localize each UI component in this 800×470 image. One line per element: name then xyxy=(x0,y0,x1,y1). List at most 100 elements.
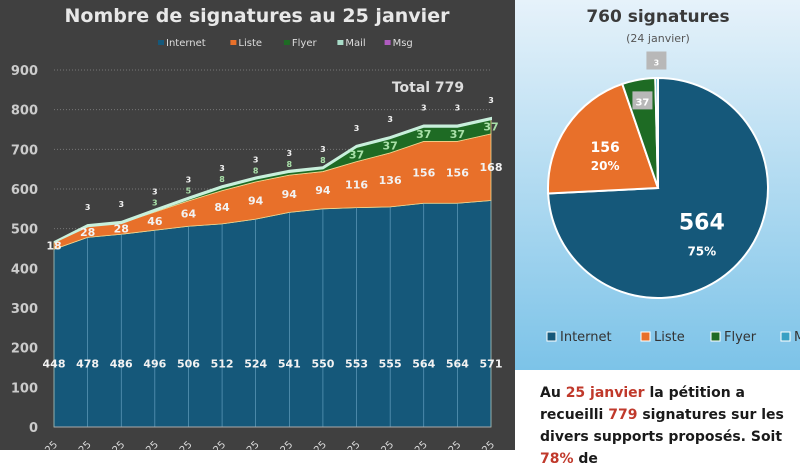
data-label: 64 xyxy=(181,208,197,221)
area-mail xyxy=(53,116,492,244)
data-label: 3 xyxy=(320,145,326,154)
x-tick-label: 025 xyxy=(207,439,228,450)
data-label: 3 xyxy=(219,164,225,173)
chart-title: Nombre de signatures au 25 janvier xyxy=(65,5,451,27)
data-label: 94 xyxy=(282,188,298,201)
note-date: 25 janvier xyxy=(565,385,645,401)
data-label: 8 xyxy=(320,156,326,165)
data-label: 553 xyxy=(345,358,368,371)
note-total: 779 xyxy=(608,407,638,423)
data-label: 28 xyxy=(80,226,95,239)
data-label: 3 xyxy=(186,176,192,185)
legend-label: Liste xyxy=(654,330,685,345)
x-tick-label: 025 xyxy=(274,439,295,450)
data-label: 46 xyxy=(147,215,163,228)
legend-swatch xyxy=(337,40,344,45)
pie-percent-label: 75% xyxy=(687,245,716,259)
data-label: 3 xyxy=(287,149,293,158)
y-tick-label: 700 xyxy=(11,143,38,158)
data-label: 3 xyxy=(118,200,124,209)
legend-label: Liste xyxy=(238,38,262,49)
data-label: 156 xyxy=(412,166,435,179)
pie-value-label: 156 xyxy=(591,140,620,156)
data-label: 37 xyxy=(416,128,431,141)
note-percent: 78% xyxy=(540,451,574,467)
pie-label-box xyxy=(632,91,653,110)
data-label: 3 xyxy=(455,104,461,113)
data-label: 541 xyxy=(278,358,301,371)
data-label: 512 xyxy=(211,358,234,371)
pie-label-box xyxy=(646,51,667,70)
x-tick-label: 025 xyxy=(308,439,329,450)
data-label: 94 xyxy=(315,184,331,197)
data-label: 3 xyxy=(387,115,393,124)
legend-swatch xyxy=(230,40,237,45)
x-tick-label: 025 xyxy=(341,439,362,450)
data-label: 37 xyxy=(382,140,397,153)
note-text: signatures sur les divers supports propo… xyxy=(540,407,784,445)
x-tick-label: 025 xyxy=(173,439,194,450)
data-label: 8 xyxy=(253,166,259,175)
pie-slice-liste xyxy=(547,82,660,195)
legend-swatch xyxy=(158,40,164,45)
total-annotation: Total 779 xyxy=(392,80,464,96)
legend-label: Mail xyxy=(345,38,365,49)
data-label: 3 xyxy=(152,199,158,208)
data-label: 116 xyxy=(345,179,368,192)
note-text: la pétition a recueilli xyxy=(540,385,745,423)
y-tick-label: 600 xyxy=(11,183,38,198)
note-text: de xyxy=(573,451,598,467)
legend-label: Msg xyxy=(393,38,413,49)
stacked-area-chart: Nombre de signatures au 25 janvier Intern… xyxy=(11,5,503,461)
data-label: 3 xyxy=(488,96,494,105)
data-label: 37 xyxy=(349,148,364,161)
pie-title: 760 signatures xyxy=(586,7,729,27)
area-chart-panel: Nombre de signatures au 25 janvier Intern… xyxy=(0,0,515,461)
data-label: 478 xyxy=(76,358,99,371)
y-tick-label: 300 xyxy=(11,302,38,317)
data-label: 564 xyxy=(446,358,469,371)
y-tick-label: 900 xyxy=(11,64,38,79)
data-label: 571 xyxy=(480,358,503,371)
pie-value-label: 564 xyxy=(679,211,725,236)
data-label: 94 xyxy=(248,195,264,208)
pie-chart-panel: 760 signatures (24 janvier) 564 75% 156 20% 37… xyxy=(515,0,800,370)
pie-subtitle: (24 janvier) xyxy=(626,32,690,45)
data-label: 564 xyxy=(412,358,435,371)
data-label: 37 xyxy=(450,128,465,141)
data-label: 84 xyxy=(214,201,230,214)
pie-value-label: 3 xyxy=(654,59,660,68)
pie-chart: 760 signatures (24 janvier) 564 75% 156 20% 37… xyxy=(546,7,800,345)
x-tick-label: 025 xyxy=(106,439,127,450)
x-tick-label: 025 xyxy=(39,439,60,450)
data-label: 156 xyxy=(446,166,469,179)
x-tick-label: 025 xyxy=(442,439,463,450)
data-label: 486 xyxy=(110,358,133,371)
data-label: 18 xyxy=(46,240,61,253)
data-label: 550 xyxy=(311,358,334,371)
legend-swatch xyxy=(780,331,791,342)
legend-label: Internet xyxy=(166,38,206,49)
legend-label: Flyer xyxy=(724,330,757,345)
legend-label: Mail xyxy=(794,330,800,345)
data-label: 28 xyxy=(114,223,129,236)
data-label: 448 xyxy=(43,358,66,371)
pie-value-label: 37 xyxy=(635,97,649,108)
pie-slice-mail xyxy=(654,76,659,189)
legend-swatch xyxy=(384,40,391,45)
y-tick-label: 200 xyxy=(11,342,38,357)
y-tick-label: 800 xyxy=(11,104,38,119)
legend-swatch xyxy=(640,331,651,342)
data-label: 496 xyxy=(143,358,166,371)
data-label: 524 xyxy=(244,358,267,371)
x-tick-label: 025 xyxy=(409,439,430,450)
legend-swatch xyxy=(710,331,721,342)
data-label: 3 xyxy=(253,155,259,164)
legend-label: Internet xyxy=(560,330,612,345)
data-label: 168 xyxy=(480,161,503,174)
data-label: 3 xyxy=(85,203,91,212)
y-tick-label: 0 xyxy=(29,421,38,436)
y-tick-label: 100 xyxy=(11,381,38,396)
data-label: 3 xyxy=(354,124,360,133)
data-label: 3 xyxy=(421,104,427,113)
